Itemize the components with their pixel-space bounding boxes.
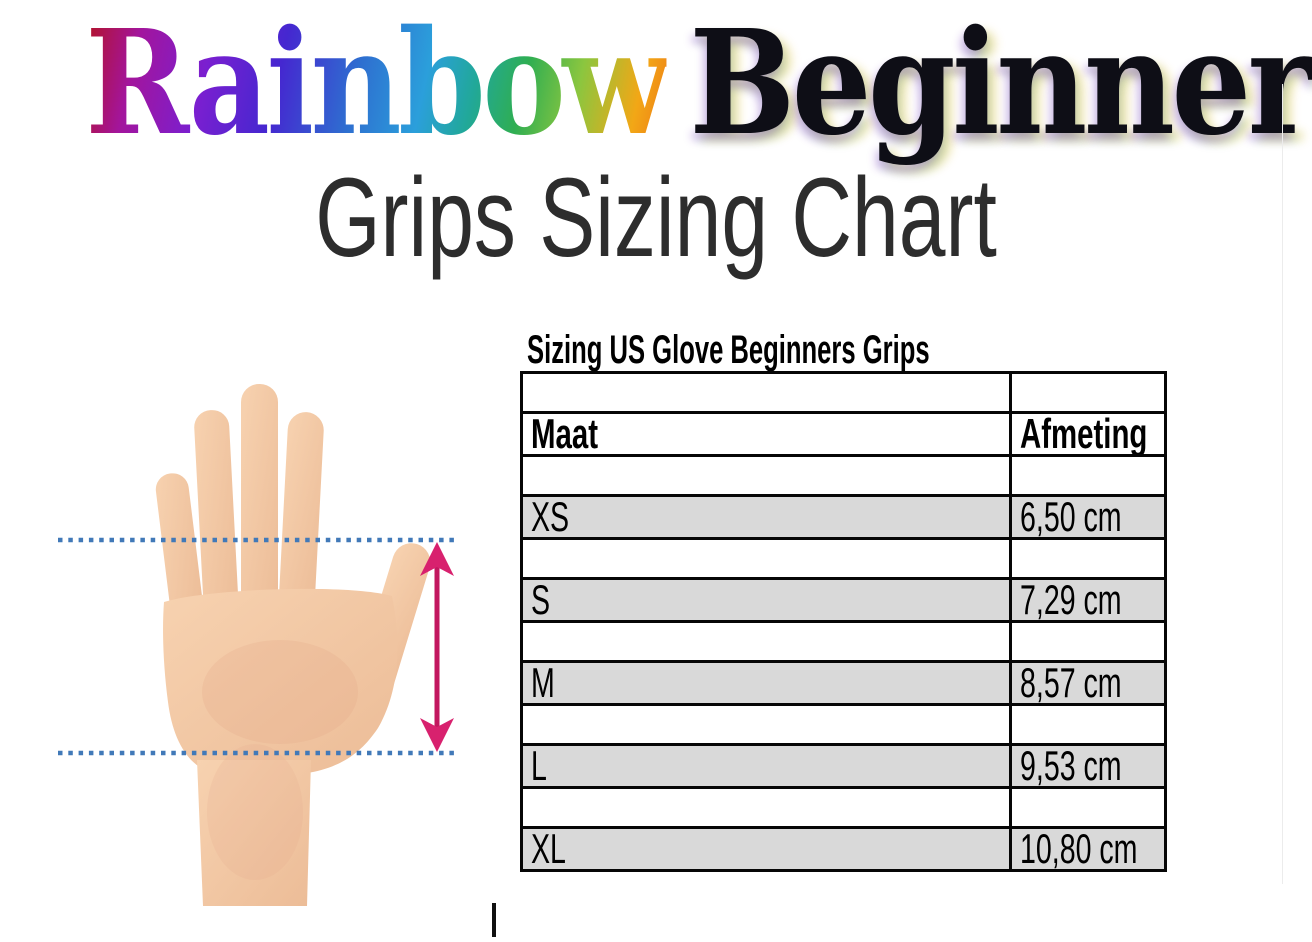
table-row-xl: XL 10,80 cm — [520, 826, 1167, 872]
dimension-value: 7,29 cm — [1020, 578, 1122, 622]
title-word-rainbow: Rainbow — [85, 0, 670, 167]
image-edge-line — [1282, 84, 1283, 884]
size-value: M — [531, 661, 555, 705]
hand-measurement-diagram — [58, 384, 458, 906]
palm — [163, 588, 398, 776]
page-title: Rainbow Beginner — [85, 3, 1312, 162]
dimension-cell: 6,50 cm — [1009, 494, 1167, 540]
title-word-beginner: Beginner — [689, 0, 1312, 167]
size-value: L — [531, 744, 547, 788]
dimension-value: 8,57 cm — [1020, 661, 1122, 705]
dimension-cell: 8,57 cm — [1009, 660, 1167, 706]
table-row-xs: XS 6,50 cm — [520, 494, 1167, 540]
spacer-row — [520, 620, 1167, 663]
spacer-row — [520, 454, 1167, 497]
arrow-head-up — [420, 542, 454, 576]
table-header-row: Maat Afmeting — [520, 411, 1167, 457]
size-value: S — [531, 578, 551, 622]
ring-finger — [194, 410, 239, 625]
dimension-value: 10,80 cm — [1020, 827, 1138, 871]
dimension-header-cell: Afmeting — [1009, 411, 1167, 457]
spacer-row — [520, 371, 1167, 414]
size-cell: M — [520, 660, 1012, 706]
table-row-s: S 7,29 cm — [520, 577, 1167, 623]
page-subtitle: Grips Sizing Chart — [315, 155, 997, 280]
size-header-label: Maat — [531, 412, 598, 456]
middle-finger — [241, 384, 278, 624]
size-value: XL — [531, 827, 566, 871]
wrist-arm — [197, 760, 311, 906]
size-cell: S — [520, 577, 1012, 623]
table-title: Sizing US Glove Beginners Grips — [527, 328, 930, 372]
dimension-cell: 9,53 cm — [1009, 743, 1167, 789]
measurement-guides — [58, 537, 458, 756]
dimension-cell: 10,80 cm — [1009, 826, 1167, 872]
pinky-finger — [155, 473, 204, 623]
arrow-head-down — [420, 718, 454, 752]
spacer-row — [520, 786, 1167, 829]
text-cursor-mark — [492, 903, 496, 937]
size-cell: L — [520, 743, 1012, 789]
size-cell: XS — [520, 494, 1012, 540]
table-row-l: L 9,53 cm — [520, 743, 1167, 789]
size-cell: XL — [520, 826, 1012, 872]
dimension-value: 9,53 cm — [1020, 744, 1122, 788]
dimension-header-label: Afmeting — [1020, 412, 1148, 456]
size-value: XS — [531, 495, 570, 539]
dimension-cell: 7,29 cm — [1009, 577, 1167, 623]
wrist-shading — [207, 744, 303, 880]
hand-illustration — [155, 384, 431, 906]
sizing-table: Maat Afmeting XS 6,50 cm S 7,29 cm M 8,5… — [520, 371, 1167, 872]
measurement-arrow-icon — [420, 542, 454, 752]
spacer-row — [520, 703, 1167, 746]
index-finger — [278, 412, 324, 627]
palm-shading — [202, 640, 358, 744]
dimension-value: 6,50 cm — [1020, 495, 1122, 539]
size-header-cell: Maat — [520, 411, 1012, 457]
spacer-row — [520, 537, 1167, 580]
table-row-m: M 8,57 cm — [520, 660, 1167, 706]
